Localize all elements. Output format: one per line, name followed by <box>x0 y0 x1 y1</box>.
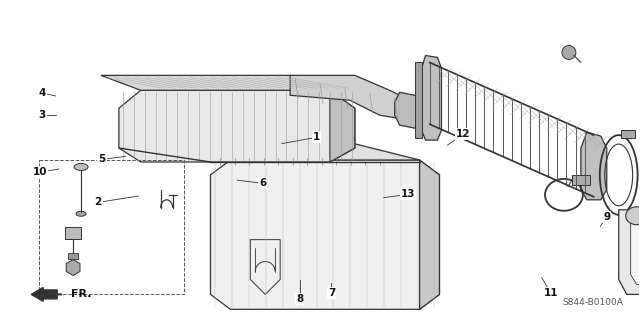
Polygon shape <box>395 92 429 130</box>
Ellipse shape <box>626 207 640 225</box>
Bar <box>68 253 78 259</box>
Polygon shape <box>156 140 420 160</box>
Bar <box>621 130 635 138</box>
Text: 1: 1 <box>313 132 321 142</box>
Text: 10: 10 <box>33 167 47 177</box>
Polygon shape <box>420 160 440 309</box>
Bar <box>39 160 184 294</box>
Text: FR.: FR. <box>71 289 92 300</box>
Polygon shape <box>101 75 355 90</box>
Text: 8: 8 <box>296 294 303 304</box>
Text: 13: 13 <box>401 189 415 199</box>
Text: 3: 3 <box>38 110 46 120</box>
Text: 7: 7 <box>328 288 335 298</box>
Polygon shape <box>119 90 355 162</box>
Bar <box>65 227 81 239</box>
Text: 9: 9 <box>603 212 611 222</box>
Bar <box>572 175 590 185</box>
Text: 2: 2 <box>95 197 102 207</box>
Polygon shape <box>581 132 607 200</box>
Polygon shape <box>211 160 440 309</box>
Polygon shape <box>415 63 422 138</box>
Text: S844-B0100A: S844-B0100A <box>563 298 623 307</box>
Polygon shape <box>422 56 442 140</box>
Polygon shape <box>630 210 640 285</box>
Ellipse shape <box>76 211 86 216</box>
Polygon shape <box>330 90 355 162</box>
Circle shape <box>562 46 576 59</box>
FancyArrow shape <box>31 287 57 301</box>
Text: 5: 5 <box>99 154 106 165</box>
Polygon shape <box>619 210 640 294</box>
Text: 12: 12 <box>456 129 470 139</box>
Ellipse shape <box>74 163 88 170</box>
Polygon shape <box>290 75 410 120</box>
Text: 11: 11 <box>543 288 558 298</box>
Text: 4: 4 <box>38 88 46 98</box>
Text: 6: 6 <box>259 178 266 188</box>
